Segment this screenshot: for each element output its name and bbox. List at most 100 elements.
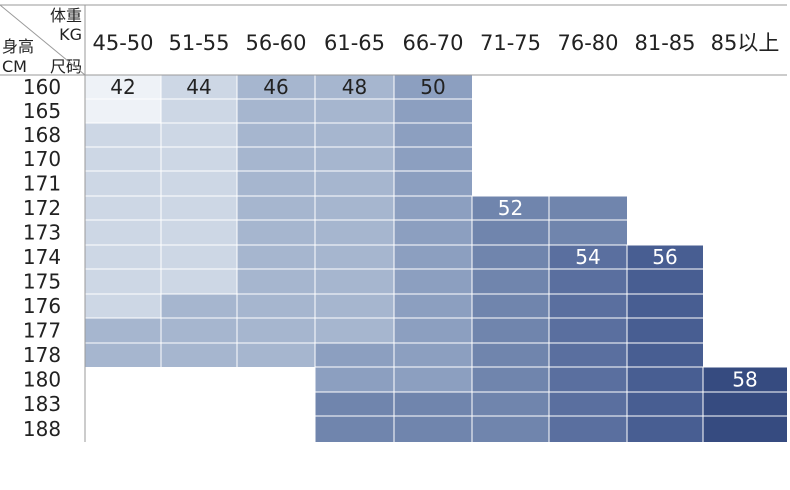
row-header: 188	[23, 417, 61, 441]
size-label: 54	[575, 245, 600, 269]
size-cell	[161, 123, 237, 147]
size-cell	[237, 269, 315, 294]
size-cell	[472, 220, 549, 245]
size-cell	[394, 416, 472, 442]
size-cell	[315, 318, 394, 343]
size-cell	[85, 99, 161, 123]
size-cell	[161, 99, 237, 123]
size-cell	[237, 343, 315, 367]
size-cell	[161, 269, 237, 294]
size-cell	[549, 294, 627, 318]
size-cell	[549, 269, 627, 294]
size-cell	[315, 269, 394, 294]
column-header: 51-55	[168, 31, 229, 55]
size-cell	[85, 196, 161, 220]
corner-height-label: 身高	[2, 37, 34, 56]
size-cell	[549, 343, 627, 367]
column-header: 61-65	[324, 31, 385, 55]
size-cell	[394, 343, 472, 367]
size-cell	[237, 294, 315, 318]
size-cell	[394, 294, 472, 318]
row-header: 175	[23, 270, 61, 294]
size-cell	[472, 392, 549, 416]
size-label: 48	[342, 75, 367, 99]
size-cell	[627, 343, 703, 367]
row-header: 176	[23, 294, 61, 318]
row-header: 177	[23, 319, 61, 343]
size-cell	[472, 245, 549, 269]
size-cell	[394, 99, 472, 123]
row-header: 172	[23, 196, 61, 220]
size-cell	[315, 99, 394, 123]
column-header: 81-85	[634, 31, 695, 55]
size-cell	[472, 416, 549, 442]
size-cell	[237, 123, 315, 147]
row-header: 165	[23, 99, 61, 123]
size-cell	[85, 269, 161, 294]
size-cell	[394, 171, 472, 196]
size-cell	[315, 392, 394, 416]
size-label: 50	[420, 75, 445, 99]
size-label: 58	[732, 368, 757, 392]
size-cell	[627, 318, 703, 343]
row-header: 168	[23, 123, 61, 147]
row-header: 171	[23, 172, 61, 196]
corner-weight-unit: KG	[59, 25, 82, 44]
size-cell	[237, 147, 315, 171]
size-cell	[237, 99, 315, 123]
size-label: 52	[498, 196, 523, 220]
size-cell	[161, 343, 237, 367]
size-cell	[161, 196, 237, 220]
size-cell	[472, 343, 549, 367]
size-cell	[315, 367, 394, 392]
size-cell	[627, 416, 703, 442]
column-header: 71-75	[480, 31, 541, 55]
row-header: 160	[23, 75, 61, 99]
column-header: 66-70	[402, 31, 463, 55]
size-cell	[549, 392, 627, 416]
size-cell	[161, 245, 237, 269]
size-label: 42	[110, 75, 135, 99]
size-cell	[315, 416, 394, 442]
size-cell	[472, 269, 549, 294]
size-cell	[85, 171, 161, 196]
size-cell	[315, 196, 394, 220]
size-cell	[85, 147, 161, 171]
size-cell	[703, 416, 787, 442]
size-cell	[627, 294, 703, 318]
size-label: 56	[652, 245, 677, 269]
size-cell	[237, 318, 315, 343]
size-cell	[549, 220, 627, 245]
size-cell	[315, 123, 394, 147]
size-cell	[85, 318, 161, 343]
size-label: 46	[263, 75, 288, 99]
size-cell	[161, 171, 237, 196]
size-cell	[237, 245, 315, 269]
size-cell	[394, 392, 472, 416]
size-cell	[394, 245, 472, 269]
size-cell	[394, 269, 472, 294]
size-cell	[549, 196, 627, 220]
size-cell	[161, 318, 237, 343]
row-header: 173	[23, 221, 61, 245]
size-cell	[85, 294, 161, 318]
size-cell	[627, 392, 703, 416]
corner-weight-label: 体重	[50, 6, 82, 25]
size-cell	[627, 269, 703, 294]
size-cell	[703, 392, 787, 416]
corner-height-unit: CM	[2, 57, 27, 76]
column-header: 76-80	[557, 31, 618, 55]
size-cell	[549, 318, 627, 343]
size-cell	[394, 318, 472, 343]
size-cell	[161, 147, 237, 171]
size-cell	[161, 220, 237, 245]
size-cell	[315, 245, 394, 269]
row-header: 180	[23, 368, 61, 392]
row-header: 178	[23, 343, 61, 367]
size-cell	[315, 171, 394, 196]
size-cell	[161, 294, 237, 318]
size-cell	[394, 367, 472, 392]
size-cell	[472, 318, 549, 343]
size-cell	[237, 196, 315, 220]
row-header: 170	[23, 147, 61, 171]
